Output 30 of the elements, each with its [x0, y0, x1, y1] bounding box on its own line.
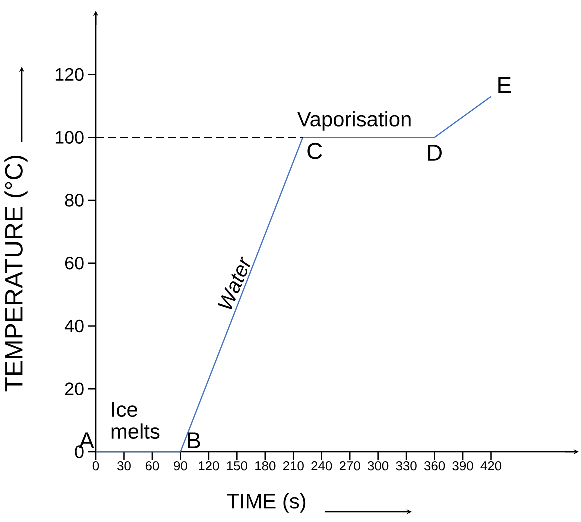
y-tick-label: 120	[56, 68, 84, 82]
annotation: D	[428, 145, 442, 161]
annotation: B	[188, 432, 200, 448]
annotation: Vaporisation	[298, 111, 411, 131]
x-tick-label: 90	[174, 461, 188, 471]
x-tick-label: 150	[227, 461, 248, 471]
annotation: C	[308, 143, 322, 160]
x-tick-label: 180	[256, 461, 276, 471]
y-axis-title: TEMPERATURE (°C)	[4, 156, 28, 392]
x-axis-title: TIME (s)	[227, 493, 306, 513]
y-tick-label: 40	[64, 320, 84, 333]
x-tick-label: 120	[199, 461, 220, 471]
y-tick-label: 80	[65, 194, 84, 207]
annotation: Ice melts	[112, 402, 160, 440]
x-tick-label: 420	[480, 461, 502, 471]
x-tick-label: 390	[452, 461, 474, 471]
y-tick-label: 60	[65, 256, 84, 270]
x-tick-label: 30	[118, 461, 131, 471]
x-tick-label: 360	[424, 461, 446, 471]
x-tick-label: 240	[312, 461, 332, 471]
x-tick-label: 60	[146, 461, 160, 471]
annotation: Water	[218, 256, 250, 310]
x-tick-label: 210	[283, 461, 304, 471]
y-tick-label: 20	[65, 382, 84, 396]
x-tick-label: 0	[92, 461, 100, 471]
y-tick-label: 100	[56, 131, 84, 144]
x-tick-label: 300	[368, 461, 389, 471]
x-tick-label: 270	[340, 461, 360, 471]
x-tick-label: 330	[396, 461, 417, 471]
annotation: E	[498, 77, 512, 94]
